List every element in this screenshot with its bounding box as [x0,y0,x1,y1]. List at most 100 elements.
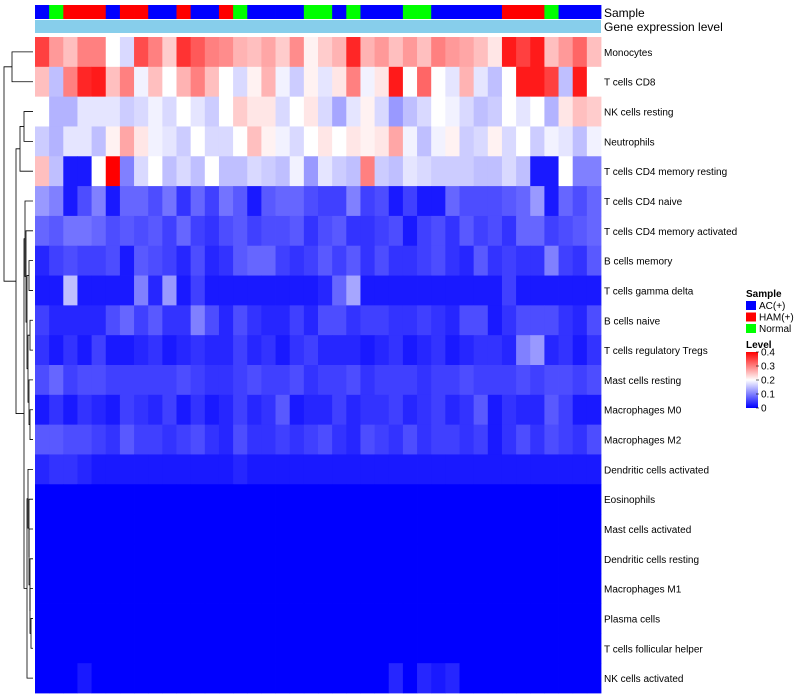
heatmap-cell [459,37,475,68]
heatmap-cell [431,394,446,426]
heatmap-cell [247,514,262,545]
heatmap-cell [516,484,531,515]
heatmap-cell [247,245,262,276]
heatmap-cell [360,633,375,664]
heatmap-cell [332,603,347,634]
heatmap-cell [289,156,305,187]
heatmap-cell [233,633,248,664]
heatmap-cell [318,365,333,396]
heatmap-cell [91,633,107,664]
heatmap-cell [445,484,460,515]
heatmap-cell [388,394,404,426]
heatmap-cell [119,573,135,604]
heatmap-cell [204,543,220,575]
heatmap-cell [261,394,276,426]
heatmap-cell [374,514,390,545]
heatmap-cell [261,245,276,276]
heatmap-cell [162,365,177,396]
heatmap-cell [162,663,177,694]
heatmap-cell [572,424,588,455]
heatmap-cell [119,454,135,485]
heatmap-cell [445,514,460,545]
heatmap-cell [487,365,503,396]
heatmap-cell [105,215,121,247]
heatmap-cell [49,484,64,515]
heatmap-cell [303,514,319,545]
heatmap-cell [473,96,489,127]
heatmap-cell [558,245,574,276]
row-label: T cells CD4 naive [604,197,683,208]
row-label: Dendritic cells resting [604,555,699,566]
heatmap-cell [176,663,192,694]
heatmap-cell [77,215,92,247]
heatmap-cell [544,215,559,247]
heatmap-cell [402,484,418,515]
heatmap-cell [487,126,503,157]
heatmap-cell [63,424,78,455]
heatmap-cell [558,633,574,664]
heatmap-cell [332,37,347,68]
heatmap-cell [247,573,262,604]
heatmap-cell [289,543,305,575]
heatmap-cell [77,305,92,336]
heatmap-cell [388,156,404,187]
heatmap-cell [318,215,333,247]
heatmap-cell [487,394,503,426]
heatmap-cell [586,275,602,306]
heatmap-cell [431,365,446,396]
sample-annotation-cell [417,5,432,19]
heatmap-cell [558,335,574,366]
heatmap-cell [459,96,475,127]
heatmap-cell [516,663,531,694]
heatmap-cell [318,424,333,455]
heatmap-cell [431,96,446,127]
heatmap-cell [417,603,432,634]
heatmap-cell [473,37,489,68]
heatmap-cell [586,66,602,98]
heatmap-cell [516,603,531,634]
heatmap-cell [374,245,390,276]
heatmap-cell [77,186,92,217]
heatmap-cell [303,335,319,366]
heatmap-cell [586,245,602,276]
heatmap-cell [572,37,588,68]
sample-annotation-cell [233,5,248,19]
heatmap-cell [374,603,390,634]
heatmap-cell [303,663,319,694]
heatmap-cell [91,126,107,157]
heatmap-cell [332,543,347,575]
heatmap-cell [148,186,163,217]
heatmap-cell [134,335,149,366]
heatmap-cell [586,126,602,157]
heatmap-cell [516,573,531,604]
heatmap-cell [77,603,92,634]
heatmap-cell [176,633,192,664]
heatmap-cell [77,96,92,127]
heatmap-cell [360,275,375,306]
sample-annotation-cell [218,5,234,19]
heatmap-cell [63,633,78,664]
heatmap-cell [275,215,291,247]
heatmap-cell [530,186,545,217]
heatmap-cell [91,305,107,336]
heatmap-cell [77,514,92,545]
dendrogram-branch [29,409,33,440]
heatmap-cell [516,66,531,98]
heatmap-cell [417,454,432,485]
heatmap-cell [487,603,503,634]
heatmap-cell [35,454,50,485]
heatmap-cell [233,215,248,247]
heatmap-cell [176,66,192,98]
heatmap-cell [233,275,248,306]
heatmap-cell [91,454,107,485]
heatmap-cell [501,245,517,276]
heatmap-cell [77,335,92,366]
heatmap-cell [388,424,404,455]
heatmap-cell [374,37,390,68]
legend-label-ac: AC(+) [759,301,785,312]
legend-swatch-ac [746,301,756,310]
heatmap-cell [190,126,206,157]
heatmap-cell [558,186,574,217]
heatmap-cell [91,245,107,276]
sample-annotation-cell [445,5,460,19]
